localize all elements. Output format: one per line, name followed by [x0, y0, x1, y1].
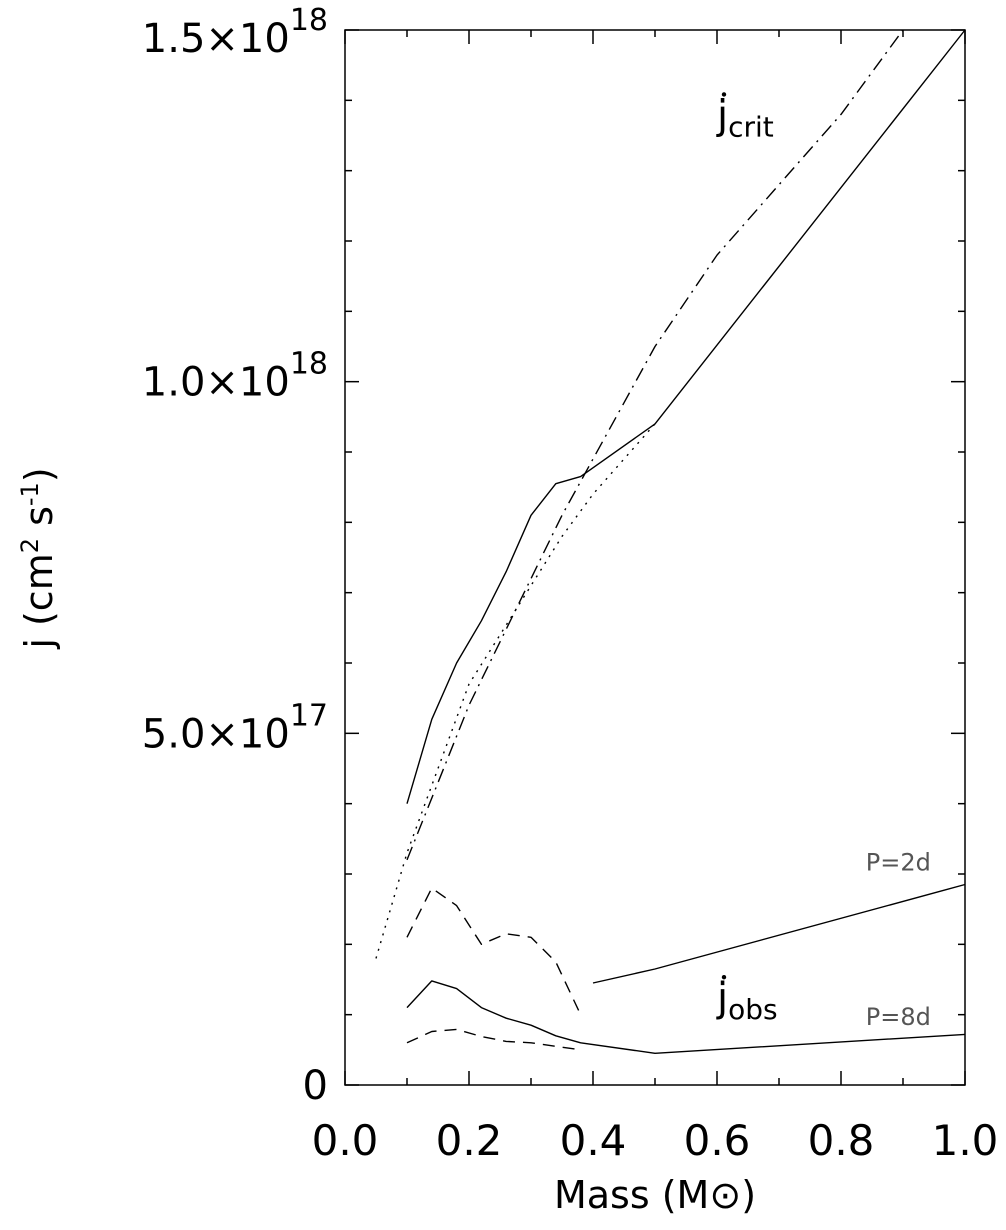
- axes: 0.0 0.2 0.4 0.6 0.8 1.0 0 5.0×1017 1.0×1018 1.5×1…: [142, 3, 999, 1165]
- x-tick-label: 0.4: [560, 1116, 627, 1165]
- series-crit-dotted-line: [375, 423, 656, 959]
- y-tick-label: 1.0×1018: [142, 347, 328, 406]
- x-axis-title: Mass (M⊙): [554, 1173, 756, 1217]
- x-tick-label: 0.2: [436, 1116, 503, 1165]
- x-tick-label: 0.6: [684, 1116, 751, 1165]
- y-tick-label: 0: [303, 1063, 328, 1109]
- x-tick-label: 1.0: [932, 1116, 999, 1165]
- series-obs-2d-solid-line: [592, 883, 966, 984]
- annotation-dot-mark: [721, 92, 727, 97]
- y-tick-label: 5.0×1017: [142, 698, 328, 757]
- annotation-j-crit: jcrit: [716, 92, 774, 143]
- series-obs-8d-solid-line: [406, 980, 966, 1055]
- annotation-j-obs: jobs: [716, 975, 778, 1026]
- plot-series: [375, 29, 966, 1055]
- annotation-period-label: P=8d: [866, 1003, 931, 1031]
- y-axis-title: j (cm2 s-1): [16, 467, 61, 649]
- series-crit-dashdot-line: [406, 29, 904, 861]
- series-obs-8d-dashed-line: [406, 1028, 581, 1051]
- x-tick-label: 0.8: [808, 1116, 875, 1165]
- annotation-dot-mark: [721, 974, 727, 980]
- annotations: jcrit jobs P=2d P=8d: [716, 92, 931, 1031]
- x-tick-label: 0.0: [312, 1116, 379, 1165]
- annotation-period-label: P=2d: [866, 848, 931, 876]
- series-obs-2d-dashed-line: [406, 887, 582, 1015]
- plot-frame: [344, 29, 966, 1086]
- series-crit-solid-line: [406, 29, 966, 804]
- y-tick-label: 1.5×1018: [142, 3, 328, 62]
